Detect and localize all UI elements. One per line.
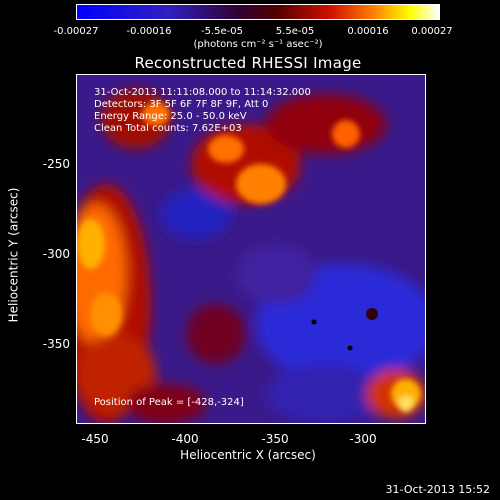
- colorbar-units: (photons cm⁻² s⁻¹ asec⁻²): [193, 39, 323, 50]
- colorbar-tick-label: 5.5e-05: [275, 26, 315, 37]
- x-axis-label: Heliocentric X (arcsec): [180, 448, 316, 462]
- y-tick-label: -250: [42, 157, 70, 171]
- y-axis-label: Heliocentric Y (arcsec): [6, 187, 21, 323]
- footer-timestamp: 31-Oct-2013 15:52: [385, 483, 490, 496]
- colorbar-tick-label: 0.00016: [347, 26, 389, 37]
- colorbar-tick-label: -5.5e-05: [201, 26, 243, 37]
- y-tick-label: -300: [42, 247, 70, 261]
- clean-counts-label: Clean Total counts: 7.62E+03: [94, 123, 242, 134]
- colorbar: [76, 4, 440, 20]
- time-range-label: 31-Oct-2013 11:11:08.000 to 11:14:32.000: [94, 87, 311, 98]
- image-title: Reconstructed RHESSI Image: [134, 54, 362, 72]
- detectors-label: Detectors: 3F 5F 6F 7F 8F 9F, Att 0: [94, 99, 269, 110]
- rhessi-image: [76, 74, 426, 424]
- colorbar-tick-label: -0.00016: [126, 26, 172, 37]
- x-tick-label: -350: [261, 432, 289, 446]
- x-tick-label: -300: [349, 432, 377, 446]
- x-tick-label: -450: [81, 432, 109, 446]
- y-tick-label: -350: [42, 337, 70, 351]
- colorbar-tick-label: -0.00027: [53, 26, 99, 37]
- energy-range-label: Energy Range: 25.0 - 50.0 keV: [94, 111, 247, 122]
- colorbar-tick-label: 0.00027: [411, 26, 453, 37]
- peak-position-label: Position of Peak = [-428,-324]: [94, 397, 244, 408]
- x-tick-label: -400: [171, 432, 199, 446]
